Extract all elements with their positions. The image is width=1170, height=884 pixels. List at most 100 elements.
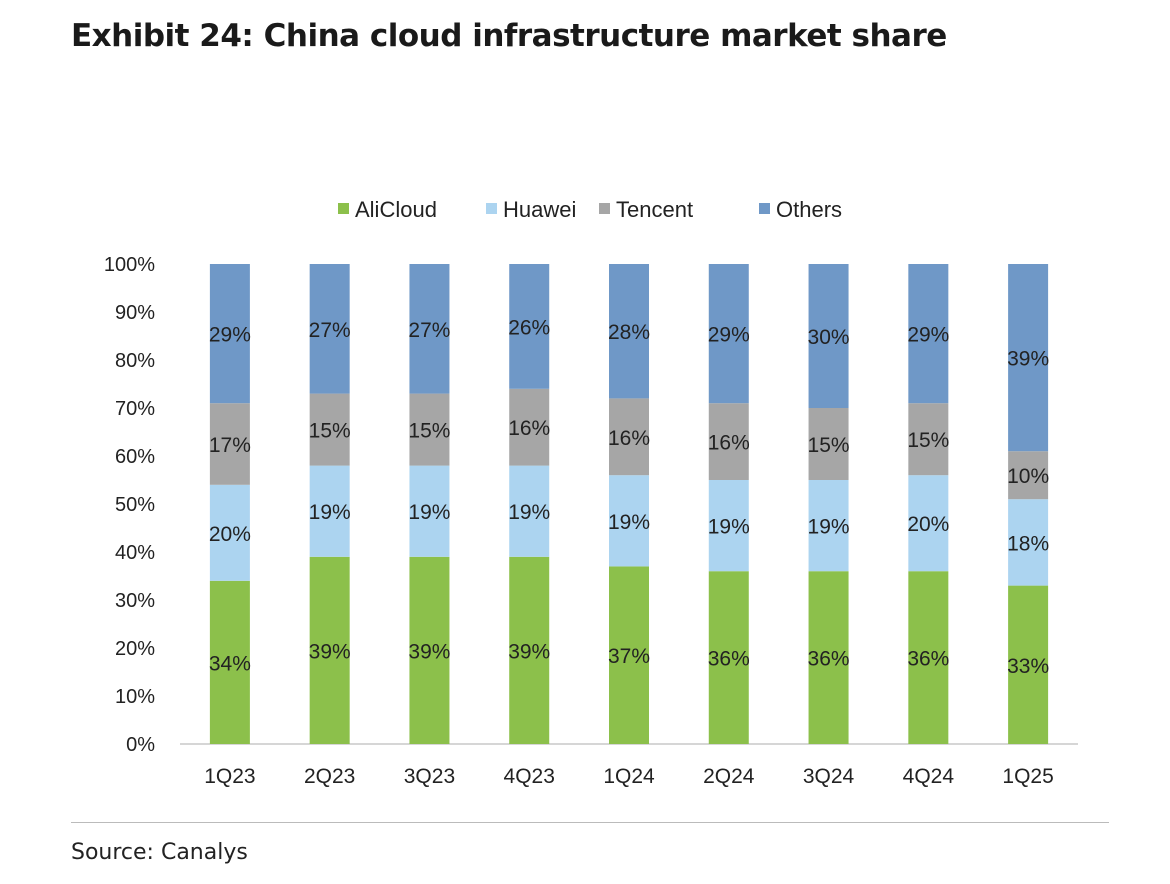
y-tick-label: 60% bbox=[115, 446, 155, 468]
data-label: 29% bbox=[907, 324, 949, 347]
y-tick-label: 30% bbox=[115, 590, 155, 612]
y-tick-label: 50% bbox=[115, 494, 155, 516]
bar-huawei-2Q24 bbox=[708, 480, 749, 572]
y-tick-label: 90% bbox=[115, 302, 155, 324]
bar-tencent-3Q24 bbox=[808, 408, 849, 480]
data-label: 20% bbox=[907, 513, 949, 536]
y-tick-label: 40% bbox=[115, 542, 155, 564]
bar-tencent-1Q25 bbox=[1008, 451, 1049, 500]
bar-others-2Q24 bbox=[708, 264, 749, 404]
bar-alicloud-1Q25 bbox=[1008, 585, 1049, 744]
bar-others-4Q24 bbox=[908, 264, 949, 404]
data-label: 17% bbox=[209, 434, 251, 457]
data-label: 29% bbox=[708, 324, 750, 347]
data-label: 19% bbox=[309, 501, 351, 524]
data-label: 33% bbox=[1007, 655, 1049, 678]
bar-huawei-3Q23 bbox=[409, 465, 450, 557]
data-label: 16% bbox=[508, 417, 550, 440]
y-tick-label: 80% bbox=[115, 350, 155, 372]
x-tick-label: 4Q24 bbox=[903, 765, 955, 788]
bar-others-3Q24 bbox=[808, 264, 849, 408]
legend-label-alicloud: AliCloud bbox=[355, 197, 437, 222]
x-tick-label: 1Q25 bbox=[1002, 765, 1053, 788]
bar-others-4Q23 bbox=[509, 264, 550, 389]
data-label: 28% bbox=[608, 321, 650, 344]
bar-alicloud-2Q24 bbox=[708, 571, 749, 744]
y-tick-label: 20% bbox=[115, 638, 155, 660]
bar-tencent-4Q24 bbox=[908, 403, 949, 476]
data-label: 19% bbox=[508, 501, 550, 524]
data-label: 16% bbox=[708, 432, 750, 455]
data-label: 15% bbox=[408, 420, 450, 443]
y-tick-label: 70% bbox=[115, 398, 155, 420]
data-label: 26% bbox=[508, 316, 550, 339]
bar-huawei-3Q24 bbox=[808, 480, 849, 572]
bar-alicloud-3Q24 bbox=[808, 571, 849, 744]
y-tick-label: 100% bbox=[104, 254, 155, 276]
legend-swatch-alicloud bbox=[338, 203, 349, 214]
legend-swatch-tencent bbox=[599, 203, 610, 214]
data-label: 19% bbox=[408, 501, 450, 524]
x-tick-label: 1Q24 bbox=[603, 765, 655, 788]
bar-others-3Q23 bbox=[409, 264, 450, 394]
bar-alicloud-4Q23 bbox=[509, 556, 550, 744]
data-label: 19% bbox=[808, 516, 850, 539]
bar-others-2Q23 bbox=[309, 264, 350, 394]
data-label: 34% bbox=[209, 652, 251, 675]
bar-others-1Q23 bbox=[209, 264, 250, 404]
data-label: 36% bbox=[808, 648, 850, 671]
bar-tencent-2Q24 bbox=[708, 403, 749, 480]
y-tick-label: 0% bbox=[126, 734, 155, 756]
bar-huawei-1Q24 bbox=[609, 475, 649, 567]
bar-tencent-2Q23 bbox=[309, 393, 350, 466]
data-label: 15% bbox=[808, 434, 850, 457]
bar-alicloud-2Q23 bbox=[309, 556, 350, 744]
bar-huawei-4Q24 bbox=[908, 475, 949, 572]
legend-swatch-others bbox=[759, 203, 770, 214]
x-tick-label: 4Q23 bbox=[504, 765, 555, 788]
data-label: 30% bbox=[808, 326, 850, 349]
bar-tencent-1Q23 bbox=[209, 403, 250, 485]
bar-alicloud-1Q24 bbox=[609, 566, 649, 744]
data-label: 39% bbox=[508, 640, 550, 663]
bar-tencent-3Q23 bbox=[409, 393, 450, 466]
bar-tencent-1Q24 bbox=[609, 398, 649, 476]
divider bbox=[71, 822, 1109, 823]
data-label: 18% bbox=[1007, 532, 1049, 555]
bar-others-1Q25 bbox=[1008, 264, 1049, 452]
x-tick-label: 3Q24 bbox=[803, 765, 855, 788]
data-label: 19% bbox=[708, 516, 750, 539]
data-label: 36% bbox=[907, 648, 949, 671]
bar-tencent-4Q23 bbox=[509, 388, 550, 466]
data-label: 20% bbox=[209, 523, 251, 546]
data-label: 39% bbox=[309, 640, 351, 663]
source-note: Source: Canalys bbox=[71, 840, 248, 865]
bar-alicloud-3Q23 bbox=[409, 556, 450, 744]
data-label: 15% bbox=[907, 429, 949, 452]
data-label: 29% bbox=[209, 324, 251, 347]
bar-others-1Q24 bbox=[609, 264, 649, 399]
legend-swatch-huawei bbox=[486, 203, 497, 214]
data-label: 16% bbox=[608, 427, 650, 450]
bar-alicloud-4Q24 bbox=[908, 571, 949, 744]
x-tick-label: 1Q23 bbox=[204, 765, 255, 788]
y-tick-label: 10% bbox=[115, 686, 155, 708]
data-label: 19% bbox=[608, 511, 650, 534]
bar-huawei-1Q25 bbox=[1008, 499, 1049, 586]
data-label: 10% bbox=[1007, 465, 1049, 488]
legend-label-huawei: Huawei bbox=[503, 197, 576, 222]
bar-huawei-1Q23 bbox=[209, 484, 250, 581]
x-tick-label: 2Q24 bbox=[703, 765, 755, 788]
x-tick-label: 2Q23 bbox=[304, 765, 355, 788]
data-label: 15% bbox=[309, 420, 351, 443]
legend-label-others: Others bbox=[776, 197, 842, 222]
chart-title: Exhibit 24: China cloud infrastructure m… bbox=[71, 18, 947, 54]
bar-huawei-2Q23 bbox=[309, 465, 350, 557]
data-label: 27% bbox=[408, 319, 450, 342]
data-label: 36% bbox=[708, 648, 750, 671]
legend-label-tencent: Tencent bbox=[616, 197, 693, 222]
data-label: 39% bbox=[1007, 348, 1049, 371]
data-label: 37% bbox=[608, 645, 650, 668]
bar-alicloud-1Q23 bbox=[209, 580, 250, 744]
